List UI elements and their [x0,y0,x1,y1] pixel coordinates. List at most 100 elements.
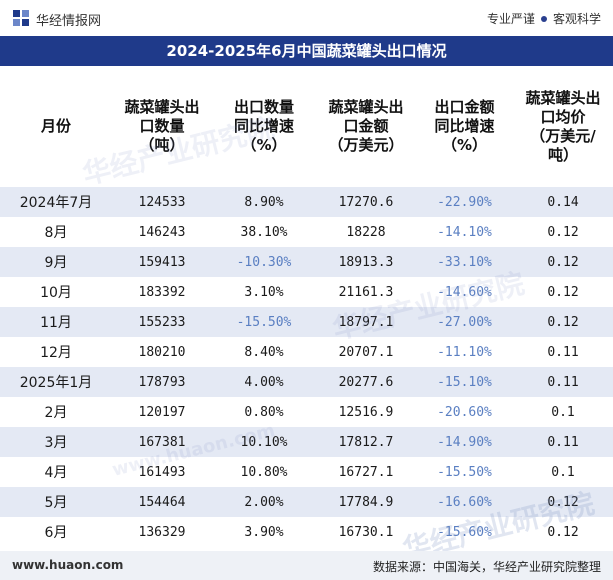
table-row: 2月 120197 0.80% 12516.9 -20.60% 0.1 [0,397,613,427]
cell-amt-yoy: -14.60% [437,284,492,300]
page-title: 2024-2025年6月中国蔬菜罐头出口情况 [0,36,613,66]
column-header: 出口金额 同比增速 （%） [416,66,513,187]
cell-month: 11月 [40,315,72,331]
column-header-line: 出口金额 [434,98,495,116]
cell-qty-yoy: 8.90% [244,194,284,210]
cell-amt: 18913.3 [338,254,394,270]
column-header-line: （%） [241,136,287,154]
cell-qty-yoy: 38.10% [240,224,288,240]
cell-amt-yoy: -14.90% [437,434,492,450]
cell-amt-yoy: -15.10% [437,374,492,390]
cell-amt-yoy: -15.60% [437,524,492,540]
column-header-line: 口数量 [139,117,185,135]
column-header-line: 蔬菜罐头出 [124,98,200,116]
cell-month: 3月 [44,435,68,451]
cell-qty: 183392 [138,284,186,300]
table-row: 12月 180210 8.40% 20707.1 -11.10% 0.11 [0,337,613,367]
cell-amt: 20707.1 [338,344,394,360]
table-row: 4月 161493 10.80% 16727.1 -15.50% 0.1 [0,457,613,487]
column-header-line: （万美元） [328,136,404,154]
cell-amt: 16727.1 [338,464,394,480]
column-header-line: 蔬菜罐头出 [328,98,404,116]
cell-amt: 16730.1 [338,524,394,540]
cell-qty-yoy: 3.10% [244,284,284,300]
column-header-line: 口金额 [343,117,389,135]
table-row: 2025年1月 178793 4.00% 20277.6 -15.10% 0.11 [0,367,613,397]
table-body: 2024年7月 124533 8.90% 17270.6 -22.90% 0.14 8月 14… [0,187,613,547]
column-header-line: （万美元/ [530,126,596,145]
cell-qty: 154464 [138,494,186,510]
cell-month: 6月 [44,525,68,541]
cell-qty-yoy: 10.10% [240,434,288,450]
cell-amt: 20277.6 [338,374,394,390]
table-row: 3月 167381 10.10% 17812.7 -14.90% 0.11 [0,427,613,457]
cell-month: 2月 [44,405,68,421]
top-bar: 华经情报网 专业严谨 客观科学 [0,0,613,36]
table-row: 2024年7月 124533 8.90% 17270.6 -22.90% 0.14 [0,187,613,217]
cell-price: 0.11 [547,344,579,360]
footer-site: www.huaon.com [12,558,124,572]
column-header-line: 出口数量 [233,98,294,116]
cell-amt: 18228 [346,224,386,240]
column-header: 月份 [0,66,112,187]
column-header: 蔬菜罐头出 口均价 （万美元/吨） [513,66,613,187]
cell-amt-yoy: -22.90% [437,194,492,210]
table-row: 11月 155233 -15.50% 18797.1 -27.00% 0.12 [0,307,613,337]
cell-qty: 120197 [138,404,186,420]
cell-month: 12月 [40,345,72,361]
cell-price: 0.11 [547,374,579,390]
cell-month: 9月 [44,255,68,271]
cell-qty-yoy: -15.50% [236,314,292,330]
cell-qty: 136329 [138,524,186,540]
cell-month: 2024年7月 [19,195,93,211]
cell-qty: 161493 [138,464,186,480]
footer-source: 数据来源：中国海关，华经产业研究院整理 [372,560,601,574]
header-tag: 专业严谨 [486,12,535,26]
cell-price: 0.1 [551,464,575,480]
cell-amt-yoy: -14.10% [437,224,492,240]
cell-amt: 17270.6 [338,194,394,210]
cell-qty-yoy: 3.90% [244,524,284,540]
footer: www.huaon.com 数据来源：中国海关，华经产业研究院整理 [0,551,613,580]
cell-qty: 146243 [138,224,186,240]
cell-qty: 167381 [138,434,186,450]
cell-amt: 17812.7 [338,434,394,450]
column-header: 出口数量 同比增速 （%） [212,66,316,187]
cell-month: 4月 [44,465,68,481]
table-header: 月份 蔬菜罐头出 口数量 （吨） 出口数量 同比增速 （%） 蔬菜罐头出 口金额 （万美元） 出口金… [0,66,613,187]
cell-qty-yoy: 10.80% [240,464,288,480]
bullet-dot-icon [540,15,547,22]
cell-price: 0.11 [547,434,579,450]
cell-qty: 155233 [138,314,186,330]
cell-price: 0.12 [547,524,579,540]
huajing-logo-icon [13,10,29,26]
brand-name: 华经情报网 [36,14,102,29]
data-table: 月份 蔬菜罐头出 口数量 （吨） 出口数量 同比增速 （%） 蔬菜罐头出 口金额 （万美元） 出口金… [0,66,613,547]
column-header-line: 同比增速 [233,117,294,135]
cell-amt-yoy: -11.10% [437,344,492,360]
cell-amt-yoy: -33.10% [437,254,492,270]
cell-qty: 178793 [138,374,186,390]
cell-price: 0.12 [547,494,579,510]
column-header-line: 同比增速 [434,117,495,135]
cell-amt-yoy: -20.60% [437,404,492,420]
cell-amt: 12516.9 [338,404,394,420]
cell-qty-yoy: 8.40% [244,344,284,360]
cell-month: 5月 [44,495,68,511]
cell-amt-yoy: -27.00% [437,314,492,330]
table-row: 5月 154464 2.00% 17784.9 -16.60% 0.12 [0,487,613,517]
table-row: 10月 183392 3.10% 21161.3 -14.60% 0.12 [0,277,613,307]
cell-price: 0.12 [547,254,579,270]
table-row: 6月 136329 3.90% 16730.1 -15.60% 0.12 [0,517,613,547]
header-tags: 专业严谨 客观科学 [487,10,601,27]
table-row: 9月 159413 -10.30% 18913.3 -33.10% 0.12 [0,247,613,277]
column-header: 蔬菜罐头出 口数量 （吨） [112,66,212,187]
column-header-line: 吨） [547,145,578,164]
column-header-line: 月份 [40,117,71,135]
cell-month: 8月 [44,225,68,241]
column-header-line: 蔬菜罐头出 [525,88,601,107]
header-tag: 客观科学 [552,12,601,26]
cell-qty: 124533 [138,194,186,210]
cell-qty: 159413 [138,254,186,270]
cell-amt: 21161.3 [338,284,394,300]
